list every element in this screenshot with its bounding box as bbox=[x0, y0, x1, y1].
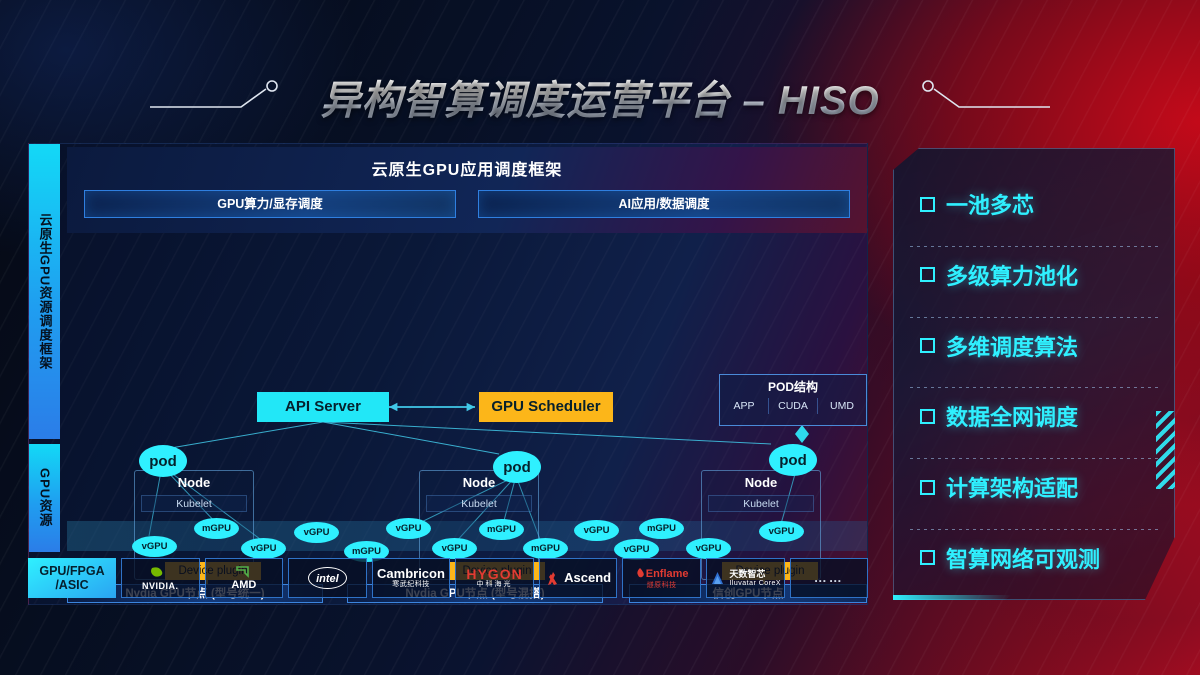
node-title-1: Node bbox=[177, 475, 211, 490]
pooled-mgpu-1[interactable]: mGPU bbox=[344, 541, 389, 562]
kubelet-bar-3: Kubelet bbox=[708, 495, 814, 512]
pod-structure-box: POD结构 APP CUDA UMD bbox=[719, 374, 867, 426]
vendor-hygon[interactable]: HYGON 中科海光 bbox=[455, 558, 534, 598]
vendor-nvidia[interactable]: NVIDIA. bbox=[121, 558, 200, 598]
pooled-vgpu-1[interactable]: vGPU bbox=[294, 522, 339, 543]
pod-structure-cell-app: APP bbox=[733, 400, 755, 412]
pod-ellipse-1[interactable]: pod bbox=[139, 445, 187, 477]
architecture-diagram: 云原生GPU资源调度框架 GPU资源 云原生GPU应用调度框架 GPU算力/显存… bbox=[28, 143, 868, 605]
amd-logo-icon bbox=[236, 566, 249, 578]
feature-item-0[interactable]: 一池多芯 bbox=[894, 183, 1174, 225]
vendor-sub: 寒武纪科技 bbox=[392, 580, 430, 588]
checkbox-icon bbox=[920, 550, 935, 565]
framework-title: 云原生GPU应用调度框架 bbox=[371, 162, 563, 179]
nvidia-logo-icon bbox=[151, 566, 163, 577]
vgpu-ellipse-2b[interactable]: vGPU bbox=[432, 538, 477, 559]
pod-structure-cell-umd: UMD bbox=[817, 398, 866, 414]
feature-panel: 一池多芯 多级算力池化 多维调度算法 数据全网调度 计算架构适配 智算网络可观测 bbox=[893, 148, 1175, 600]
mgpu-ellipse-3a[interactable]: mGPU bbox=[639, 518, 684, 539]
feature-item-2[interactable]: 多维调度算法 bbox=[894, 325, 1174, 367]
vendor-iluvatar[interactable]: 天数智芯 Iluvatar CoreX bbox=[705, 558, 785, 598]
api-server-box[interactable]: API Server bbox=[257, 392, 389, 422]
vendor-name: intel bbox=[316, 573, 339, 585]
page-title-bar: 异构智算调度运营平台 – HISO bbox=[0, 62, 1200, 132]
vgpu-ellipse-1b[interactable]: vGPU bbox=[241, 538, 286, 559]
vgpu-ellipse-2a[interactable]: vGPU bbox=[386, 518, 431, 539]
checkbox-icon bbox=[920, 267, 935, 282]
feature-label: 计算架构适配 bbox=[946, 476, 1079, 502]
vendor-name: Cambricon bbox=[377, 565, 445, 581]
vendor-category-label: GPU/FPGA /ASIC bbox=[28, 558, 116, 598]
mgpu-ellipse-2a[interactable]: mGPU bbox=[479, 519, 524, 540]
panel-accent-stripes bbox=[1156, 411, 1176, 489]
pod-ellipse-3[interactable]: pod bbox=[769, 444, 817, 476]
gpu-scheduler-box[interactable]: GPU Scheduler bbox=[479, 392, 613, 422]
vendor-name: …… bbox=[813, 570, 844, 585]
vendor-enflame[interactable]: Enflame 燧原科技 bbox=[622, 558, 701, 598]
vendor-amd[interactable]: AMD bbox=[204, 558, 284, 598]
vendor-intel[interactable]: intel bbox=[288, 558, 367, 598]
vendor-logo-strip: GPU/FPGA /ASIC NVIDIA. AMD intel Cambric… bbox=[28, 558, 869, 598]
enflame-flame-icon bbox=[637, 567, 644, 577]
side-label-gpu-resource: GPU资源 bbox=[29, 444, 60, 552]
title-deco-left-icon bbox=[150, 80, 279, 108]
feature-label: 多维调度算法 bbox=[946, 334, 1079, 360]
vendor-more[interactable]: …… bbox=[789, 558, 869, 598]
vendor-name: AMD bbox=[231, 579, 257, 591]
vgpu-ellipse-3b[interactable]: vGPU bbox=[759, 521, 804, 542]
pod-structure-title: POD结构 bbox=[767, 380, 818, 394]
feature-label: 一池多芯 bbox=[946, 193, 1035, 218]
vendor-name: NVIDIA. bbox=[142, 580, 179, 591]
ascend-logo-icon bbox=[548, 571, 558, 585]
framework-bar-compute[interactable]: GPU算力/显存调度 bbox=[84, 190, 456, 218]
checkbox-icon bbox=[920, 480, 935, 495]
feature-label: 多级算力池化 bbox=[946, 263, 1079, 289]
vendor-cambricon[interactable]: Cambricon 寒武纪科技 bbox=[371, 558, 451, 598]
vendor-sub: Iluvatar CoreX bbox=[729, 580, 782, 587]
framework-block: 云原生GPU应用调度框架 GPU算力/显存调度 AI应用/数据调度 bbox=[67, 147, 867, 233]
vendor-name: Ascend bbox=[564, 570, 612, 585]
title-deco-right-icon bbox=[921, 80, 1050, 108]
kubelet-bar-1: Kubelet bbox=[141, 495, 247, 512]
vgpu-ellipse-3a[interactable]: vGPU bbox=[686, 538, 731, 559]
node-title-2: Node bbox=[462, 475, 496, 490]
feature-item-3[interactable]: 数据全网调度 bbox=[894, 395, 1174, 437]
vendor-sub: 燧原科技 bbox=[646, 581, 677, 589]
checkbox-icon bbox=[920, 338, 935, 353]
checkbox-icon bbox=[920, 197, 935, 212]
iluvatar-logo-icon bbox=[712, 571, 724, 584]
feature-item-1[interactable]: 多级算力池化 bbox=[894, 254, 1174, 296]
vgpu-ellipse-1a[interactable]: vGPU bbox=[132, 536, 177, 557]
pooled-vgpu-3[interactable]: vGPU bbox=[574, 520, 619, 541]
pod-structure-cell-cuda: CUDA bbox=[768, 398, 817, 414]
vendor-category-line2: /ASIC bbox=[55, 578, 89, 592]
vendor-name: 天数智芯 bbox=[729, 569, 766, 579]
mgpu-ellipse-2b[interactable]: mGPU bbox=[523, 538, 568, 559]
side-label-framework: 云原生GPU资源调度框架 bbox=[29, 144, 60, 439]
feature-item-4[interactable]: 计算架构适配 bbox=[894, 466, 1174, 508]
framework-bar-ai[interactable]: AI应用/数据调度 bbox=[478, 190, 850, 218]
page-title: 异构智算调度运营平台 – HISO bbox=[314, 68, 885, 126]
vendor-name: HYGON bbox=[466, 565, 523, 582]
vendor-category-line1: GPU/FPGA bbox=[39, 564, 105, 578]
vendor-sub: 中科海光 bbox=[476, 580, 513, 588]
checkbox-icon bbox=[920, 409, 935, 424]
kubelet-bar-2: Kubelet bbox=[426, 495, 532, 512]
mgpu-ellipse-1a[interactable]: mGPU bbox=[194, 518, 239, 539]
feature-item-5[interactable]: 智算网络可观测 bbox=[894, 537, 1174, 579]
vendor-name: Enflame bbox=[645, 567, 689, 580]
feature-label: 数据全网调度 bbox=[946, 405, 1079, 431]
intel-logo-icon: intel bbox=[308, 567, 347, 589]
pooled-vgpu-2[interactable]: vGPU bbox=[614, 539, 659, 560]
feature-label: 智算网络可观测 bbox=[946, 546, 1101, 572]
node-title-3: Node bbox=[744, 475, 778, 490]
vendor-ascend[interactable]: Ascend bbox=[538, 558, 618, 598]
pod-ellipse-2[interactable]: pod bbox=[493, 451, 541, 483]
